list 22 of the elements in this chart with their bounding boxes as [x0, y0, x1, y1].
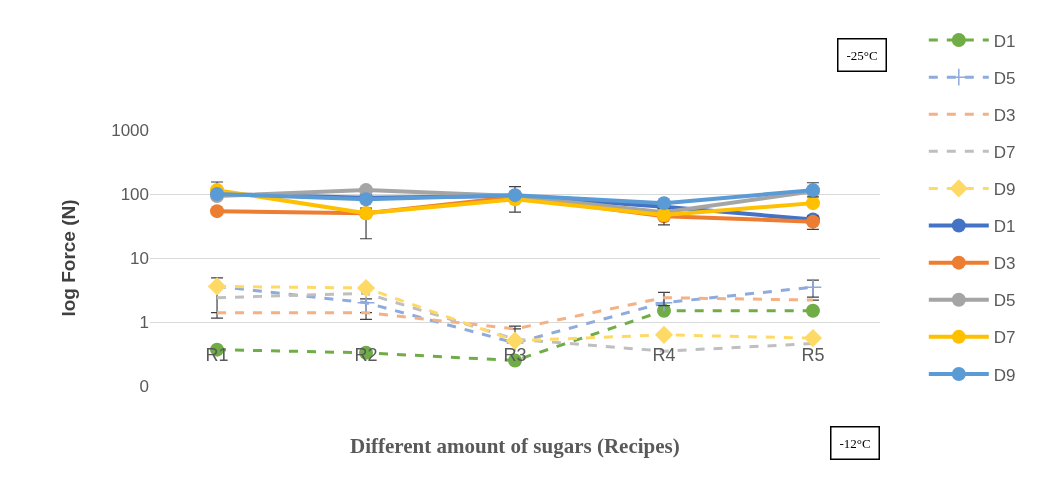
x-tick-label: R3 — [503, 345, 527, 366]
y-tick-label: 1000 — [111, 120, 149, 140]
y-tick-label: 10 — [130, 248, 149, 268]
x-axis-title: Different amount of sugars (Recipes) — [350, 434, 680, 458]
legend-label: D7 — [993, 142, 1016, 162]
y-tick-label: 0 — [139, 376, 149, 396]
legend-label: D5 — [993, 68, 1016, 88]
legend-label: D1 — [993, 31, 1016, 51]
x-tick-label: R4 — [652, 345, 676, 366]
legend-label: D1 — [993, 217, 1016, 237]
text: -25°C — [846, 47, 878, 63]
legend-label: D9 — [993, 365, 1016, 385]
text: -12°C — [839, 435, 871, 451]
y-axis-title: log Force (N) — [58, 199, 80, 317]
y-tick-label: 1 — [139, 312, 149, 332]
legend-label: D5 — [993, 291, 1016, 311]
legend-label: D3 — [993, 105, 1016, 125]
y-tick-label: 100 — [120, 184, 149, 204]
legend-label: D7 — [993, 328, 1016, 348]
legend-label: D3 — [993, 254, 1016, 274]
legend-label: D9 — [993, 180, 1016, 200]
x-tick-label: R5 — [801, 345, 825, 366]
